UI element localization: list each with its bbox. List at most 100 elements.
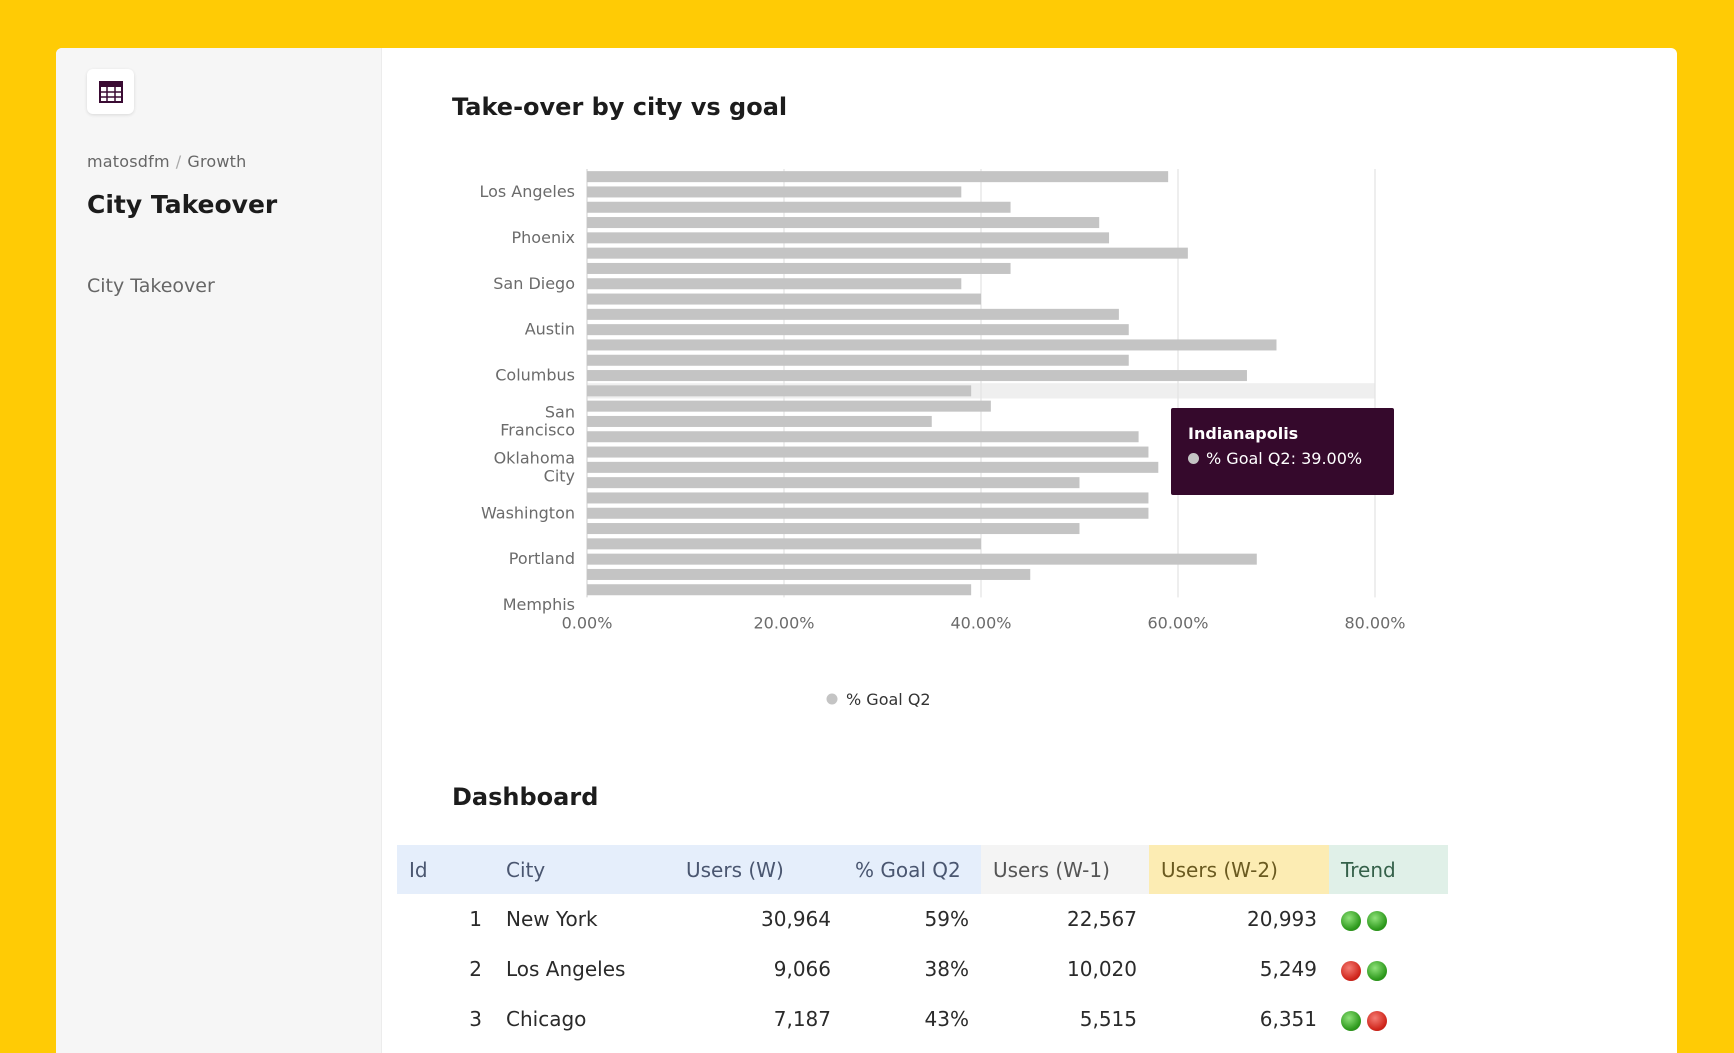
bar-chart: Los Angeles Phoenix San Diego Austin Columbu…: [479, 169, 1406, 709]
cell-users-w: 30,964: [761, 907, 831, 931]
bar[interactable]: [587, 217, 1100, 229]
bar[interactable]: [587, 262, 1011, 274]
table-row[interactable]: 2 Los Angeles 9,066 38% 10,020 5,249: [397, 944, 1448, 994]
y-tick-label: Los Angeles: [479, 182, 575, 201]
trend-indicator-icon: [1367, 910, 1387, 931]
dashboard-title: Dashboard: [452, 783, 599, 811]
trend-indicator-icon: [1341, 910, 1361, 931]
tooltip-title: Indianapolis: [1188, 424, 1299, 443]
bar[interactable]: [587, 415, 932, 427]
sidebar: matosdfm / Growth City Takeover City Takeo…: [56, 48, 382, 1053]
cell-users-w2: 5,249: [1259, 957, 1317, 981]
cell-users-w1: 5,515: [1079, 1007, 1137, 1031]
cell-id: 2: [469, 957, 482, 981]
table-row[interactable]: 1 New York 30,964 59% 22,567 20,993: [397, 894, 1448, 944]
bar[interactable]: [587, 278, 962, 290]
bar[interactable]: [587, 354, 1129, 366]
bar[interactable]: [587, 523, 1080, 535]
app-window: matosdfm / Growth City Takeover City Takeo…: [56, 48, 1677, 1053]
bar[interactable]: [587, 538, 981, 550]
chart-legend[interactable]: % Goal Q2: [826, 690, 931, 709]
tooltip-separator: :: [1290, 449, 1302, 468]
dashboard-table: Id City Users (W) % Goal Q2 Users (W-1) …: [397, 845, 1448, 1044]
column-header-id[interactable]: Id: [397, 845, 494, 894]
column-header-trend[interactable]: Trend: [1329, 845, 1448, 894]
tooltip-series-marker: [1188, 453, 1199, 464]
cell-users-w2: 6,351: [1259, 1007, 1317, 1031]
bar[interactable]: [587, 385, 972, 397]
cell-goal-q2: 38%: [924, 957, 969, 981]
trend-indicator-icon: [1367, 1010, 1387, 1031]
cell-id: 3: [469, 1007, 482, 1031]
y-tick-label: Washington: [481, 503, 575, 522]
x-tick-label: 20.00%: [753, 613, 814, 632]
column-header-users-w[interactable]: Users (W): [674, 845, 843, 894]
bar[interactable]: [587, 431, 1139, 443]
bar[interactable]: [587, 339, 1277, 351]
table-header-row: Id City Users (W) % Goal Q2 Users (W-1) …: [397, 845, 1448, 894]
bar[interactable]: [587, 293, 981, 305]
column-header-goal-q2[interactable]: % Goal Q2: [843, 845, 981, 894]
column-header-city[interactable]: City: [494, 845, 674, 894]
breadcrumb-separator: /: [175, 152, 182, 171]
bar[interactable]: [587, 507, 1149, 519]
x-tick-label: 60.00%: [1147, 613, 1208, 632]
table-icon: [98, 80, 123, 103]
legend-marker: [826, 693, 838, 705]
bar[interactable]: [587, 553, 1257, 565]
y-tick-label: Memphis: [503, 595, 575, 614]
breadcrumb-project[interactable]: Growth: [187, 152, 247, 171]
bar[interactable]: [587, 247, 1188, 259]
column-header-users-w1[interactable]: Users (W-1): [981, 845, 1149, 894]
x-tick-label: 80.00%: [1344, 613, 1405, 632]
tooltip-value: 39.00%: [1301, 449, 1363, 468]
bar[interactable]: [587, 492, 1149, 504]
y-tick-label: Phoenix: [512, 228, 575, 247]
bar[interactable]: [587, 477, 1080, 489]
legend-label: % Goal Q2: [846, 690, 931, 709]
trend-indicator-icon: [1367, 960, 1387, 981]
cell-users-w1: 22,567: [1067, 907, 1137, 931]
column-header-users-w2[interactable]: Users (W-2): [1149, 845, 1329, 894]
y-tick-label: San Francisco: [500, 402, 575, 439]
sidebar-item-city-takeover[interactable]: City Takeover: [87, 275, 215, 297]
chart-tooltip: Indianapolis % Goal Q2: 39.00%: [1171, 408, 1394, 495]
bar[interactable]: [587, 568, 1031, 580]
bar[interactable]: [587, 446, 1149, 458]
cell-users-w: 9,066: [773, 957, 831, 981]
breadcrumb: matosdfm / Growth: [87, 152, 246, 171]
bar[interactable]: [587, 186, 962, 198]
cell-goal-q2: 43%: [924, 1007, 969, 1031]
cell-city: New York: [506, 907, 598, 931]
bar[interactable]: [587, 308, 1119, 320]
cell-city: Los Angeles: [506, 957, 626, 981]
tooltip-row: % Goal Q2: 39.00%: [1188, 449, 1377, 468]
cell-users-w: 7,187: [773, 1007, 831, 1031]
cell-goal-q2: 59%: [924, 907, 969, 931]
cell-users-w1: 10,020: [1067, 957, 1137, 981]
trend-indicator-icon: [1341, 1010, 1361, 1031]
page-title: City Takeover: [87, 190, 278, 219]
cell-trend: [1329, 894, 1448, 944]
app-logo[interactable]: [87, 69, 134, 114]
table-row[interactable]: 3 Chicago 7,187 43% 5,515 6,351: [397, 994, 1448, 1044]
bar[interactable]: [587, 232, 1110, 244]
trend-indicator-icon: [1341, 960, 1361, 981]
y-tick-label: Oklahoma City: [494, 448, 575, 485]
bar[interactable]: [587, 400, 991, 412]
y-tick-label: San Diego: [493, 274, 575, 293]
bar[interactable]: [587, 171, 1169, 183]
bar[interactable]: [587, 324, 1129, 336]
cell-trend: [1329, 994, 1448, 1044]
bar[interactable]: [587, 584, 972, 596]
bar[interactable]: [587, 201, 1011, 213]
x-tick-label: 40.00%: [950, 613, 1011, 632]
cell-trend: [1329, 944, 1448, 994]
y-tick-label: Columbus: [495, 366, 575, 385]
y-tick-label: Austin: [525, 320, 575, 339]
tooltip-series-name: % Goal Q2: [1206, 449, 1291, 468]
bar[interactable]: [587, 370, 1247, 382]
bar[interactable]: [587, 461, 1159, 473]
breadcrumb-org[interactable]: matosdfm: [87, 152, 170, 171]
chart-title: Take-over by city vs goal: [452, 93, 788, 121]
